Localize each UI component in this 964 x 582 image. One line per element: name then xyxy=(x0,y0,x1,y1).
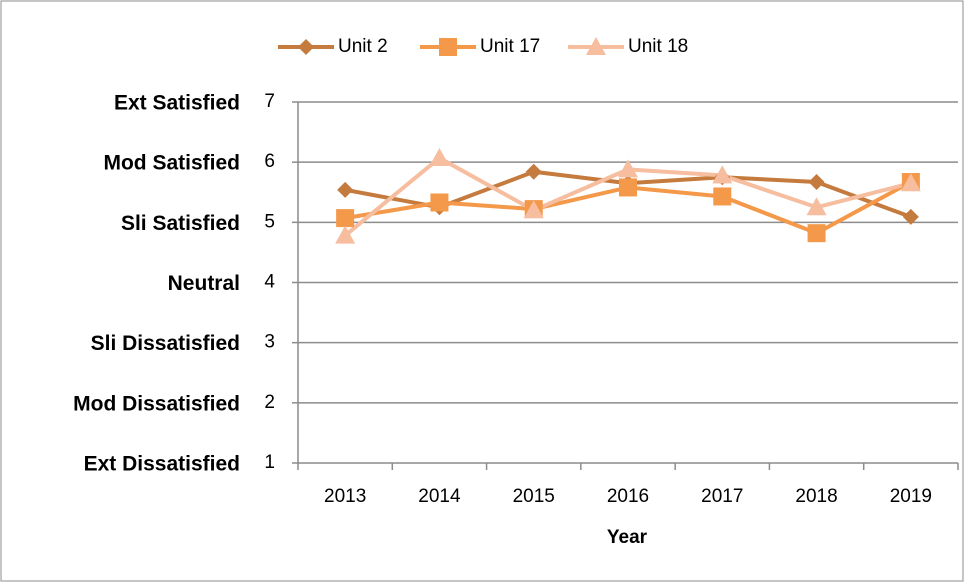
x-tick-label: 2019 xyxy=(890,486,932,507)
data-point xyxy=(430,193,449,212)
y-level-description: Mod Dissatisfied xyxy=(73,392,240,415)
data-point xyxy=(713,187,732,206)
data-point xyxy=(336,209,355,228)
legend-marker xyxy=(586,37,606,55)
x-tick-label: 2014 xyxy=(418,486,461,507)
x-tick-label: 2016 xyxy=(607,486,649,507)
y-level-description: Neutral xyxy=(168,272,240,295)
data-point xyxy=(429,147,450,166)
data-point xyxy=(618,159,638,178)
data-point xyxy=(806,197,827,216)
legend-marker xyxy=(298,39,314,55)
y-tick-label: 4 xyxy=(264,272,275,293)
legend-label: Unit 2 xyxy=(338,36,388,57)
x-tick-label: 2015 xyxy=(513,486,555,507)
data-point xyxy=(337,181,354,198)
x-axis-title: Year xyxy=(607,527,648,548)
y-tick-label: 1 xyxy=(264,452,275,473)
legend-label: Unit 18 xyxy=(628,36,688,57)
x-tick-label: 2018 xyxy=(795,486,837,507)
data-point xyxy=(525,163,542,180)
data-point xyxy=(808,174,825,191)
y-level-description: Sli Satisfied xyxy=(121,212,240,235)
data-point xyxy=(335,225,356,244)
x-tick-label: 2013 xyxy=(324,486,366,507)
y-level-description: Ext Dissatisfied xyxy=(84,453,240,476)
y-tick-label: 6 xyxy=(264,151,275,172)
data-point xyxy=(523,200,544,219)
data-point xyxy=(900,173,921,192)
data-point xyxy=(807,224,826,243)
data-point xyxy=(619,178,637,197)
y-tick-label: 5 xyxy=(264,211,275,232)
y-tick-label: 3 xyxy=(264,332,275,353)
y-tick-label: 2 xyxy=(264,392,275,413)
y-level-description: Sli Dissatisfied xyxy=(91,332,240,355)
data-point xyxy=(712,165,733,184)
y-level-description: Ext Satisfied xyxy=(114,92,240,115)
x-tick-label: 2017 xyxy=(701,486,743,507)
data-point xyxy=(902,208,919,225)
legend-label: Unit 17 xyxy=(480,36,540,57)
legend-marker xyxy=(439,38,457,56)
y-level-description: Mod Satisfied xyxy=(103,152,240,175)
y-tick-label: 7 xyxy=(264,91,275,112)
